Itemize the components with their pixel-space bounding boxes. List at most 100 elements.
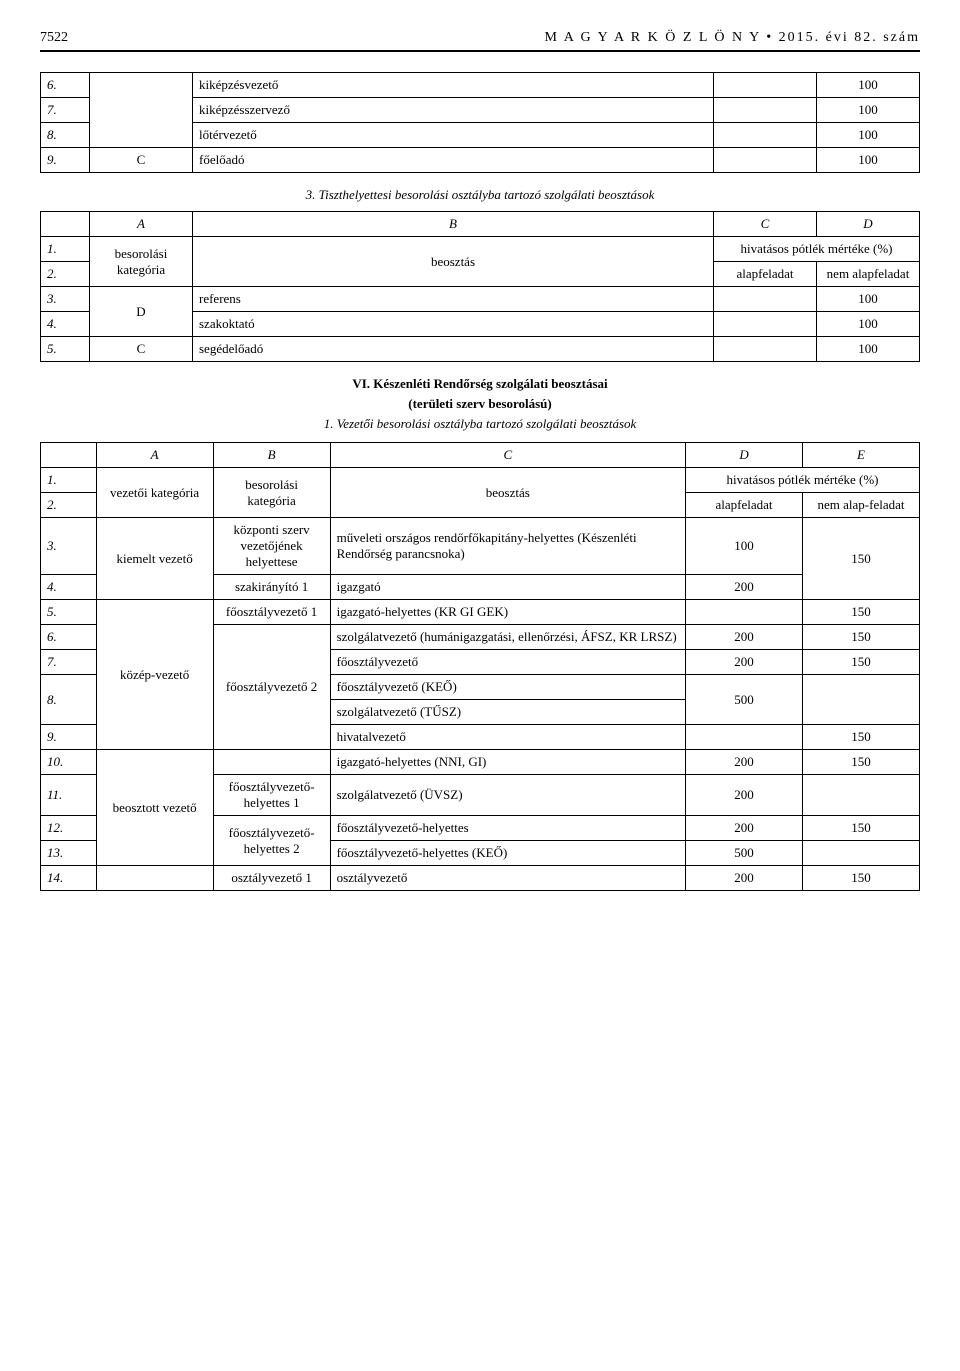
row-number: 14. [41, 866, 97, 891]
row-number: 6. [41, 73, 90, 98]
table-row: 6. kiképzésvezető 100 [41, 73, 920, 98]
col-letter: A [90, 212, 193, 237]
cell [803, 675, 920, 725]
col-header: beosztás [330, 468, 685, 518]
row-number: 4. [41, 312, 90, 337]
cell: szolgálatvezető (ÜVSZ) [330, 775, 685, 816]
col-letter: B [193, 212, 714, 237]
cell: szakirányító 1 [213, 575, 330, 600]
cell [714, 312, 817, 337]
row-number: 2. [41, 493, 97, 518]
table-row: 9. C főelőadó 100 [41, 148, 920, 173]
col-header: hivatásos pótlék mértéke (%) [686, 468, 920, 493]
table-head-row: 1. vezetői kategória besorolási kategóri… [41, 468, 920, 493]
row-number: 10. [41, 750, 97, 775]
row-number: 4. [41, 575, 97, 600]
cell [714, 287, 817, 312]
table-top: 6. kiképzésvezető 100 7. kiképzésszervez… [40, 72, 920, 173]
cell: 500 [686, 675, 803, 725]
cell: osztályvezető [330, 866, 685, 891]
col-letter: C [714, 212, 817, 237]
cell: szolgálatvezető (TŰSZ) [330, 700, 685, 725]
cell: 500 [686, 841, 803, 866]
cell: 200 [686, 575, 803, 600]
col-header: besorolási kategória [90, 237, 193, 287]
cell: 100 [817, 73, 920, 98]
row-number: 6. [41, 625, 97, 650]
row-number: 5. [41, 600, 97, 625]
col-letter: E [803, 443, 920, 468]
table-section-vi: A B C D E 1. vezetői kategória besorolás… [40, 442, 920, 891]
table-row: 3. kiemelt vezető központi szerv vezetőj… [41, 518, 920, 575]
cell: szolgálatvezető (humánigazgatási, ellenő… [330, 625, 685, 650]
page-header: 7522 M A G Y A R K Ö Z L Ö N Y • 2015. é… [40, 30, 920, 52]
cell: főosztályvezető 2 [213, 625, 330, 750]
cell: 200 [686, 775, 803, 816]
cell: főosztályvezető-helyettes 2 [213, 816, 330, 866]
cell: 100 [817, 123, 920, 148]
cell: 150 [803, 625, 920, 650]
row-number: 8. [41, 123, 90, 148]
cell: kiképzésvezető [193, 73, 714, 98]
cell [213, 750, 330, 775]
cell: főosztályvezető-helyettes (KEŐ) [330, 841, 685, 866]
cell: C [90, 148, 193, 173]
cell: 200 [686, 816, 803, 841]
table-row: 14. osztályvezető 1 osztályvezető 200 15… [41, 866, 920, 891]
row-number: 7. [41, 650, 97, 675]
cell: 200 [686, 866, 803, 891]
cell [41, 212, 90, 237]
cell: 100 [817, 337, 920, 362]
row-number: 5. [41, 337, 90, 362]
table-row: 5. közép-vezető főosztályvezető 1 igazga… [41, 600, 920, 625]
section-vi-title: VI. Készenléti Rendőrség szolgálati beos… [40, 376, 920, 392]
cell [803, 841, 920, 866]
cell: főosztályvezető-helyettes 1 [213, 775, 330, 816]
row-number: 3. [41, 518, 97, 575]
cell: lőtérvezető [193, 123, 714, 148]
section-title: 3. Tiszthelyettesi besorolási osztályba … [40, 187, 920, 203]
cell: 150 [803, 600, 920, 625]
cell [803, 775, 920, 816]
table-row: 5. C segédelőadó 100 [41, 337, 920, 362]
col-header: hivatásos pótlék mértéke (%) [714, 237, 920, 262]
cell: 150 [803, 816, 920, 841]
cell [96, 866, 213, 891]
table-head-row: A B C D E [41, 443, 920, 468]
cell: 100 [817, 148, 920, 173]
col-header: beosztás [193, 237, 714, 287]
cell: 150 [803, 725, 920, 750]
page-title: M A G Y A R K Ö Z L Ö N Y • 2015. évi 82… [545, 30, 920, 46]
col-header: vezetői kategória [96, 468, 213, 518]
section-vi-sub: (területi szerv besorolású) [40, 396, 920, 412]
cell: 100 [817, 287, 920, 312]
table-row: 10. beosztott vezető igazgató-helyettes … [41, 750, 920, 775]
cell [714, 148, 817, 173]
cell: kiemelt vezető [96, 518, 213, 600]
cell: 100 [817, 312, 920, 337]
cell: műveleti országos rendőrfőkapitány-helye… [330, 518, 685, 575]
table-head-row: A B C D [41, 212, 920, 237]
cell [714, 73, 817, 98]
cell: C [90, 337, 193, 362]
cell: referens [193, 287, 714, 312]
cell: főelőadó [193, 148, 714, 173]
col-header: alapfeladat [714, 262, 817, 287]
table-section3: A B C D 1. besorolási kategória beosztás… [40, 211, 920, 362]
col-header: besorolási kategória [213, 468, 330, 518]
row-number: 8. [41, 675, 97, 725]
col-header: nem alapfeladat [817, 262, 920, 287]
row-number: 12. [41, 816, 97, 841]
cell: 150 [803, 866, 920, 891]
cell [90, 73, 193, 148]
cell: 100 [686, 518, 803, 575]
row-number: 13. [41, 841, 97, 866]
page-number: 7522 [40, 30, 68, 46]
col-header: nem alap-feladat [803, 493, 920, 518]
cell [41, 443, 97, 468]
cell: 200 [686, 625, 803, 650]
cell: hivatalvezető [330, 725, 685, 750]
cell: központi szerv vezetőjének helyettese [213, 518, 330, 575]
col-letter: D [686, 443, 803, 468]
cell: 150 [803, 750, 920, 775]
